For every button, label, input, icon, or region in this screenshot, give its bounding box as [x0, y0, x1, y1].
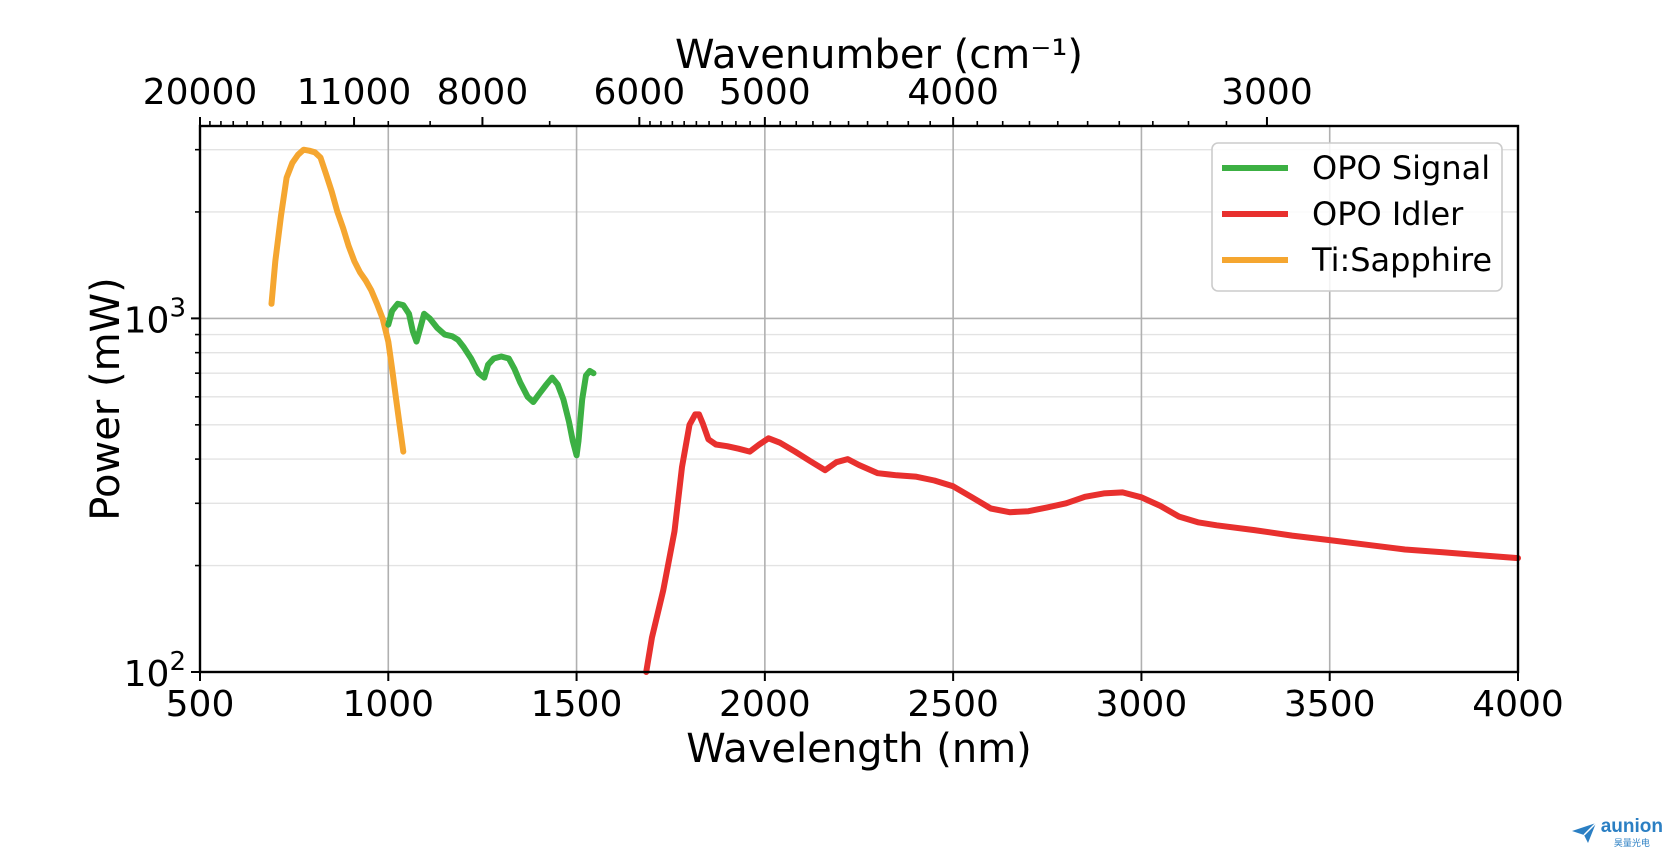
paper-plane-icon	[1571, 822, 1597, 843]
x-tick-label: 1500	[531, 684, 623, 725]
series-lines	[268, 146, 1521, 675]
x-tick-label: 1000	[342, 684, 434, 725]
series-line-ti-sapphire	[268, 146, 407, 455]
top-tick-label: 8000	[437, 72, 529, 113]
x-tick-label: 4000	[1472, 684, 1564, 725]
x-tick-label: 2500	[907, 684, 999, 725]
legend-label: Ti:Sapphire	[1311, 241, 1492, 279]
top-tick-label: 6000	[594, 72, 686, 113]
y-tick-label: 102	[124, 647, 186, 695]
top-tick-label: 5000	[719, 72, 811, 113]
top-tick-label: 3000	[1221, 72, 1313, 113]
legend-label: OPO Signal	[1312, 149, 1490, 187]
watermark-subtitle: 昊量光电	[1613, 838, 1650, 848]
series-line-opo-idler	[643, 411, 1521, 675]
y-axis-title: Power (mW)	[83, 277, 129, 520]
y-tick-label: 103	[124, 293, 186, 341]
series-line-opo-signal	[385, 300, 597, 459]
x-tick-label: 2000	[719, 684, 811, 725]
x-tick-label: 3000	[1096, 684, 1188, 725]
x-tick-label: 3500	[1284, 684, 1376, 725]
x-tick-label: 500	[166, 684, 235, 725]
top-tick-label: 4000	[907, 72, 999, 113]
plot-frame	[198, 124, 1520, 674]
top-tick-label: 20000	[143, 72, 258, 113]
x-axis-title: Wavelength (nm)	[686, 726, 1032, 772]
top-tick-label: 11000	[297, 72, 412, 113]
legend-box	[1211, 142, 1503, 292]
axis-ticks: 102 103 500 1000 1500 2000 2500 3000 3500 4000	[124, 148, 1564, 725]
watermark-brand: aunion	[1600, 816, 1663, 837]
top-axis-ticks: 20000 11000 8000 6000 5000 4000 3000	[143, 72, 1313, 126]
watermark-logo: aunion 昊量光电	[1571, 817, 1663, 849]
legend-label: OPO Idler	[1312, 195, 1464, 233]
top-axis-title: Wavenumber (cm⁻¹)	[675, 32, 1083, 78]
legend: OPO Signal OPO Idler Ti:Sapphire	[1211, 142, 1503, 292]
